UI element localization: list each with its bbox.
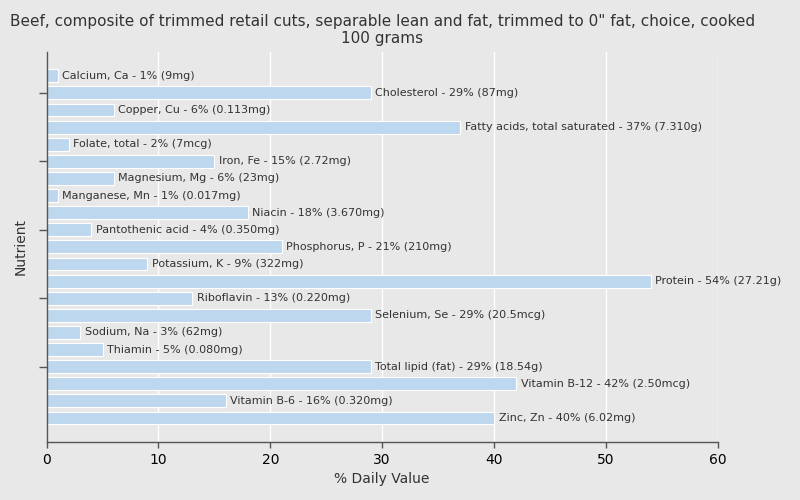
- Bar: [46, 138, 69, 150]
- Text: Total lipid (fat) - 29% (18.54g): Total lipid (fat) - 29% (18.54g): [375, 362, 543, 372]
- Text: Niacin - 18% (3.670mg): Niacin - 18% (3.670mg): [253, 208, 385, 218]
- Bar: [46, 189, 58, 202]
- Bar: [46, 155, 214, 168]
- Bar: [46, 86, 371, 100]
- Bar: [46, 172, 114, 185]
- Text: Selenium, Se - 29% (20.5mcg): Selenium, Se - 29% (20.5mcg): [375, 310, 546, 320]
- Text: Thiamin - 5% (0.080mg): Thiamin - 5% (0.080mg): [107, 344, 242, 354]
- Bar: [46, 378, 517, 390]
- Bar: [46, 70, 58, 82]
- Bar: [46, 412, 494, 424]
- Bar: [46, 240, 282, 254]
- Text: Vitamin B-12 - 42% (2.50mcg): Vitamin B-12 - 42% (2.50mcg): [521, 379, 690, 389]
- Text: Calcium, Ca - 1% (9mg): Calcium, Ca - 1% (9mg): [62, 71, 195, 81]
- Text: Zinc, Zn - 40% (6.02mg): Zinc, Zn - 40% (6.02mg): [498, 413, 635, 423]
- Bar: [46, 206, 248, 219]
- Title: Beef, composite of trimmed retail cuts, separable lean and fat, trimmed to 0" fa: Beef, composite of trimmed retail cuts, …: [10, 14, 754, 46]
- Bar: [46, 309, 371, 322]
- Text: Vitamin B-6 - 16% (0.320mg): Vitamin B-6 - 16% (0.320mg): [230, 396, 393, 406]
- Text: Sodium, Na - 3% (62mg): Sodium, Na - 3% (62mg): [85, 328, 222, 338]
- Text: Potassium, K - 9% (322mg): Potassium, K - 9% (322mg): [152, 259, 303, 269]
- Bar: [46, 292, 192, 304]
- Bar: [46, 394, 226, 407]
- Text: Folate, total - 2% (7mcg): Folate, total - 2% (7mcg): [74, 139, 212, 149]
- Text: Manganese, Mn - 1% (0.017mg): Manganese, Mn - 1% (0.017mg): [62, 190, 241, 200]
- Text: Fatty acids, total saturated - 37% (7.310g): Fatty acids, total saturated - 37% (7.31…: [465, 122, 702, 132]
- Bar: [46, 343, 102, 356]
- Bar: [46, 258, 147, 270]
- Text: Cholesterol - 29% (87mg): Cholesterol - 29% (87mg): [375, 88, 518, 98]
- Bar: [46, 274, 650, 287]
- Bar: [46, 224, 91, 236]
- Text: Iron, Fe - 15% (2.72mg): Iron, Fe - 15% (2.72mg): [219, 156, 351, 166]
- Text: Copper, Cu - 6% (0.113mg): Copper, Cu - 6% (0.113mg): [118, 105, 270, 115]
- X-axis label: % Daily Value: % Daily Value: [334, 472, 430, 486]
- Text: Protein - 54% (27.21g): Protein - 54% (27.21g): [655, 276, 782, 286]
- Text: Magnesium, Mg - 6% (23mg): Magnesium, Mg - 6% (23mg): [118, 174, 279, 184]
- Y-axis label: Nutrient: Nutrient: [14, 218, 28, 276]
- Text: Phosphorus, P - 21% (210mg): Phosphorus, P - 21% (210mg): [286, 242, 452, 252]
- Bar: [46, 326, 80, 339]
- Bar: [46, 104, 114, 117]
- Bar: [46, 360, 371, 373]
- Text: Riboflavin - 13% (0.220mg): Riboflavin - 13% (0.220mg): [197, 293, 350, 303]
- Bar: [46, 120, 461, 134]
- Text: Pantothenic acid - 4% (0.350mg): Pantothenic acid - 4% (0.350mg): [96, 225, 279, 235]
